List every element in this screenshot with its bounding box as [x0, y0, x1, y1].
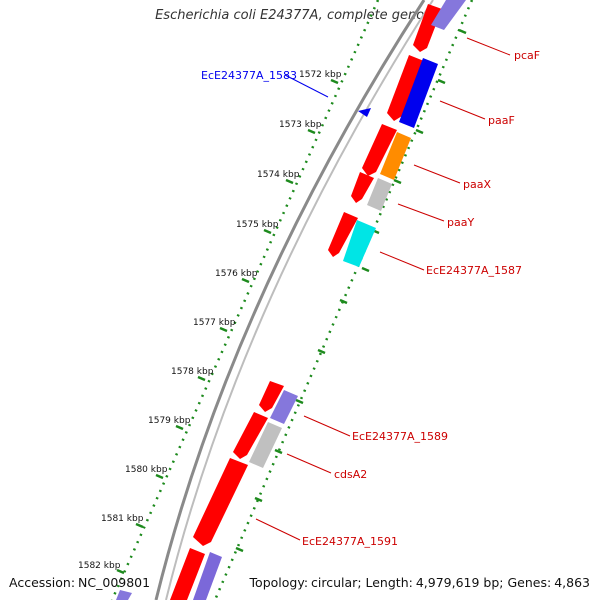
gene-arrow-forward — [351, 172, 374, 203]
gene-cdsA2-gray — [249, 422, 282, 468]
ruler-label: 1581 kbp — [101, 514, 144, 524]
gene-arrow-forward — [170, 548, 205, 600]
ruler-label: 1576 kbp — [215, 269, 258, 279]
accession-value: NC_009801 — [78, 575, 151, 590]
gene-paaY-gray — [367, 178, 392, 211]
gene-arrow-forward — [387, 55, 424, 121]
left-tick-rail — [110, 0, 380, 600]
genes-label: Genes: — [507, 575, 552, 590]
ruler-label: 1574 kbp — [257, 170, 300, 180]
gene-purple — [270, 390, 298, 424]
gene-purple — [116, 590, 132, 600]
gene-arrow-forward — [233, 412, 268, 459]
gene-paaF-blue — [399, 58, 438, 128]
gene-arrow-forward — [413, 4, 442, 52]
backbone-outer — [154, 0, 426, 600]
backbone-inner — [165, 0, 434, 600]
topology-value: circular — [311, 575, 358, 590]
gene-label-pcaF[interactable]: pcaF — [514, 49, 540, 62]
ruler-label: 1573 kbp — [279, 120, 322, 130]
lower-forward-genes — [170, 381, 284, 600]
separator: ; — [357, 575, 366, 590]
ruler-label: 1580 kbp — [125, 465, 168, 475]
gene-label-paaF[interactable]: paaF — [488, 114, 515, 127]
gene-purple — [193, 552, 222, 600]
gene-label-paaY[interactable]: paaY — [447, 216, 474, 229]
gene-label-paaX[interactable]: paaX — [463, 178, 491, 191]
topology-label: Topology: — [249, 575, 309, 590]
gene-arrow-forward — [328, 212, 358, 257]
right-tick-rail — [213, 0, 474, 600]
genes-value: 4,863 — [554, 575, 590, 590]
length-value: 4,979,619 bp — [415, 575, 500, 590]
gene-arrow-forward — [193, 458, 248, 546]
ruler-label: 1577 kbp — [193, 318, 236, 328]
gene-label-EcE24377A_1587[interactable]: EcE24377A_1587 — [426, 264, 522, 277]
gene-label-cdsA2[interactable]: cdsA2 — [334, 468, 367, 481]
lower-reverse-genes — [116, 390, 298, 600]
top-forward-genes — [328, 4, 442, 257]
gene-arrow-forward — [259, 381, 284, 412]
gene-label-EcE24377A_1589[interactable]: EcE24377A_1589 — [352, 430, 448, 443]
label-leaders — [255, 37, 511, 541]
length-label: Length: — [365, 575, 413, 590]
left-ticks — [116, 78, 339, 575]
gene-label-EcE24377A_1583[interactable]: EcE24377A_1583 — [201, 69, 297, 82]
gene-arrow-forward — [362, 124, 397, 176]
accession-label: Accession: — [9, 575, 76, 590]
right-ticks — [235, 28, 467, 553]
gene-cyan — [343, 220, 376, 267]
genome-summary: Topology: circular; Length: 4,979,619 bp; … — [250, 575, 590, 590]
ruler-label: 1575 kbp — [236, 220, 279, 230]
ruler-label: 1578 kbp — [171, 367, 214, 377]
top-reverse-genes — [343, 0, 466, 267]
ruler-label: 1582 kbp — [78, 561, 121, 571]
gene-purple — [431, 0, 466, 30]
accession-info: Accession: NC_009801 — [9, 575, 150, 590]
gene-paaX-orange — [380, 132, 411, 180]
gene-label-EcE24377A_1591[interactable]: EcE24377A_1591 — [302, 535, 398, 548]
gene-EcE24377A_1583-marker — [358, 108, 371, 117]
ruler-label: 1579 kbp — [148, 416, 191, 426]
map-title: Escherichia coli E24377A, complete genom… — [155, 8, 445, 23]
separator: ; — [499, 575, 508, 590]
ruler-label: 1572 kbp — [299, 70, 342, 80]
